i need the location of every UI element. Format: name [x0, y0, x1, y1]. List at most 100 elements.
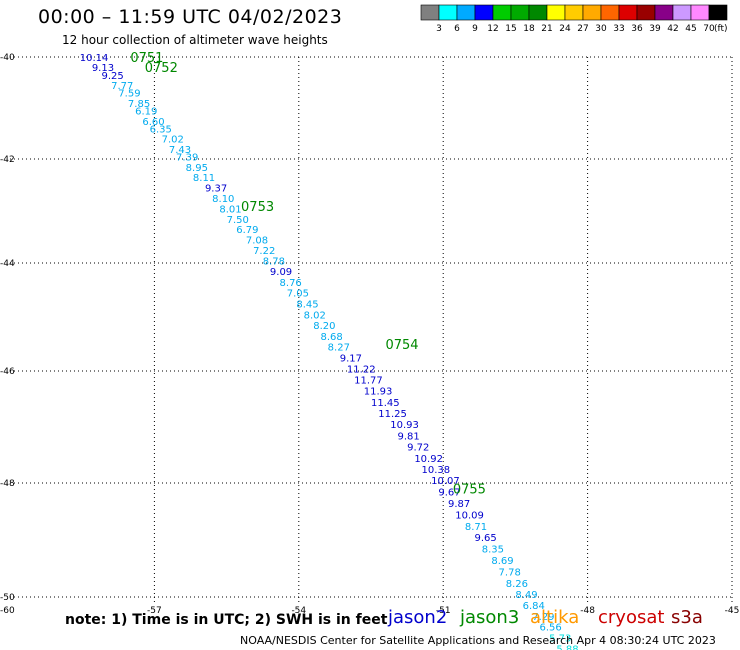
wave-height-value: 8.10 [212, 194, 234, 205]
page-subtitle: 12 hour collection of altimeter wave hei… [62, 33, 328, 47]
wave-height-value: 10.07 [431, 476, 460, 487]
colorbar-label: 39 [649, 24, 661, 34]
wave-height-value: 7.05 [287, 289, 309, 300]
colorbar-label: 33 [613, 24, 624, 34]
colorbar-label: 18 [523, 24, 535, 34]
page-title: 00:00 – 11:59 UTC 04/02/2023 [38, 6, 343, 28]
wave-height-value: 7.43 [169, 145, 191, 156]
wave-height-value: 10.09 [455, 510, 484, 521]
wave-height-value: 7.85 [128, 99, 150, 110]
corner-label: -60 [0, 606, 15, 616]
colorbar-label: 24 [559, 24, 571, 34]
colorbar-swatch [618, 4, 638, 21]
wave-height-value: 8.01 [219, 204, 241, 215]
satellite-legend-jason2: jason2 [388, 607, 448, 628]
colorbar-swatch [492, 4, 512, 21]
wave-height-value: 11.25 [378, 409, 407, 420]
colorbar-label: 27 [577, 24, 588, 34]
wave-height-value: 11.45 [371, 398, 400, 409]
wave-height-value: 6.79 [236, 225, 258, 236]
colorbar-label: 3 [436, 24, 442, 34]
wave-height-value: 8.78 [263, 256, 285, 267]
colorbar-swatch [528, 4, 548, 21]
pass-time-label: 0754 [385, 338, 418, 353]
wave-height-value: 7.39 [176, 152, 198, 163]
colorbar-swatch [672, 4, 692, 21]
lat-tick-label: -50 [0, 593, 15, 603]
wave-height-value: 9.37 [205, 184, 227, 195]
wave-height-value: 7.22 [253, 246, 275, 257]
wave-height-value: 10.38 [422, 465, 451, 476]
wave-height-value: 9.67 [438, 488, 460, 499]
colorbar-swatch [420, 4, 440, 21]
wave-height-value: 6.84 [523, 601, 545, 612]
wave-height-value: 10.14 [80, 53, 109, 64]
wave-height-value: 7.50 [227, 215, 249, 226]
colorbar-swatch [708, 4, 728, 21]
colorbar-swatch [474, 4, 494, 21]
wave-height-value: 7.02 [162, 135, 184, 146]
wave-height-value: 9.72 [407, 443, 429, 454]
colorbar-label: 45 [685, 24, 696, 34]
wave-height-value: 9.17 [340, 354, 362, 365]
colorbar-swatch [636, 4, 656, 21]
colorbar-unit: (ft) [714, 24, 728, 34]
wave-height-value: 8.45 [296, 300, 318, 311]
lat-tick-label: -44 [0, 259, 15, 269]
satellite-legend-altika: altika [530, 607, 580, 628]
wave-height-value: 8.68 [320, 332, 342, 343]
wave-height-value: 8.11 [193, 173, 215, 184]
wave-height-value: 11.77 [354, 375, 383, 386]
colorbar-label: 6 [454, 24, 460, 34]
lat-tick-label: -40 [0, 53, 15, 63]
wave-height-value: 8.02 [304, 310, 326, 321]
lat-tick-label: -42 [0, 155, 15, 165]
colorbar-swatch [510, 4, 530, 21]
wave-height-value: 5.88 [556, 644, 578, 650]
satellite-legend-s3a: s3a [671, 607, 703, 628]
colorbar-swatch [564, 4, 584, 21]
wave-height-value: 8.71 [465, 522, 487, 533]
wave-height-value: 6.35 [150, 124, 172, 135]
wave-height-value: 10.92 [414, 454, 443, 465]
altimeter-track: 10.149.139.257.777.597.856.196.606.357.0… [80, 51, 579, 650]
wave-height-value: 8.26 [506, 579, 528, 590]
lon-tick-label: -54 [291, 606, 306, 616]
wave-height-value: 11.22 [347, 364, 376, 375]
lon-tick-label: -48 [580, 606, 595, 616]
wave-height-value: 5.73 [549, 634, 571, 645]
wave-height-value: 11.93 [364, 387, 393, 398]
wave-height-value: 9.25 [101, 71, 123, 82]
colorbar-label: 30 [595, 24, 607, 34]
pass-time-label: 0751 [130, 51, 163, 66]
colorbar-swatch [582, 4, 602, 21]
lon-tick-label: -45 [725, 606, 740, 616]
colorbar-label: 70 [703, 24, 715, 34]
lat-tick-label: -46 [0, 367, 15, 377]
colorbar-label: 36 [631, 24, 643, 34]
wave-height-value: 7.77 [111, 81, 133, 92]
colorbar-label: 42 [667, 24, 678, 34]
wave-height-value: 8.49 [515, 590, 537, 601]
credit-line: NOAA/NESDIS Center for Satellite Applica… [240, 634, 716, 647]
wave-height-value: 7.59 [118, 89, 140, 100]
wave-height-value: 8.95 [186, 163, 208, 174]
colorbar-swatch [690, 4, 710, 21]
colorbar-swatch [438, 4, 458, 21]
colorbar-label: 21 [541, 24, 552, 34]
wave-height-value: 9.13 [92, 63, 114, 74]
colorbar-label: 9 [472, 24, 478, 34]
colorbar-label: 15 [505, 24, 516, 34]
lon-tick-label: -57 [147, 606, 162, 616]
wave-height-value: 7.08 [246, 236, 268, 247]
units-note: note: 1) Time is in UTC; 2) SWH is in fe… [65, 612, 388, 628]
wave-height-value: 6.60 [142, 117, 164, 128]
pass-time-label: 0753 [241, 200, 274, 215]
wave-height-value: 7.78 [499, 567, 521, 578]
map-grid [10, 56, 733, 603]
wave-height-value: 6.56 [539, 623, 561, 634]
colorbar-swatch [600, 4, 620, 21]
colorbar-swatch [456, 4, 476, 21]
colorbar-swatch [654, 4, 674, 21]
wave-height-value: 10.93 [390, 420, 419, 431]
